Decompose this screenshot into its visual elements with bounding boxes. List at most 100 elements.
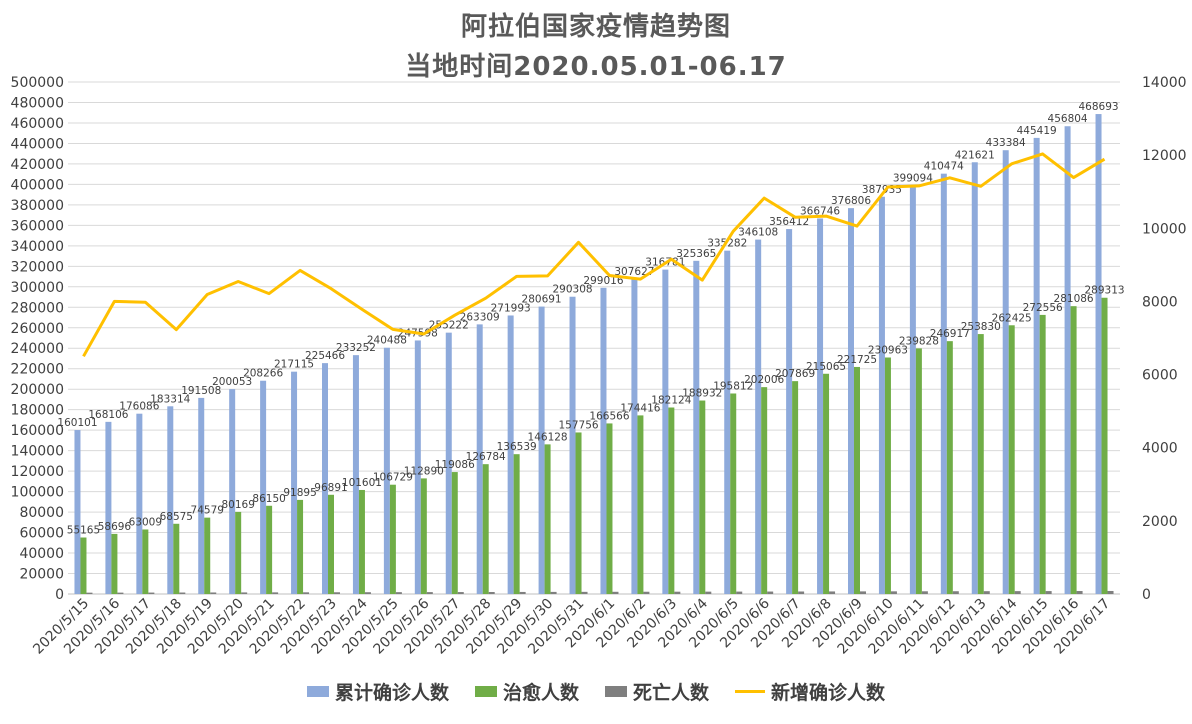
legend-label-deaths: 死亡人数 [633,682,710,704]
data-label-cumulative: 160101 [57,417,97,429]
bar-deaths [179,592,186,594]
y-left-tick-label: 180000 [11,403,64,419]
bar-cumulative [878,196,885,594]
y-left-tick-label: 320000 [11,259,64,275]
data-label-cumulative: 233252 [336,342,376,354]
y-right-tick-label: 0 [1142,587,1151,603]
bar-deaths [1107,590,1114,594]
data-label-cumulative: 356412 [769,216,809,228]
bar-recovered [1008,325,1015,594]
bar-deaths [457,592,464,594]
data-label-cumulative: 183314 [150,393,190,405]
bar-cumulative [724,250,731,594]
bar-deaths [148,592,155,594]
legend-label-recovered: 治愈人数 [502,682,579,704]
bar-recovered [637,415,644,594]
data-label-recovered: 215065 [806,361,846,373]
bar-deaths [86,592,93,594]
bar-cumulative [909,185,916,594]
bar-deaths [1076,591,1083,594]
y-right-tick-label: 14000 [1142,75,1187,91]
bar-recovered [668,407,675,594]
y-left-tick-label: 460000 [11,116,64,132]
y-left-tick-label: 240000 [11,341,64,357]
y-left-tick-label: 420000 [11,157,64,173]
y-right-tick-label: 12000 [1142,148,1187,164]
bar-cumulative [631,278,638,594]
data-label-cumulative: 208266 [243,368,283,380]
data-label-cumulative: 346108 [738,227,778,239]
bar-deaths [334,592,340,594]
data-label-cumulative: 263309 [460,311,500,323]
y-left-tick-label: 360000 [11,218,64,234]
data-label-recovered: 106729 [373,472,413,484]
y-left-tick-label: 380000 [11,198,64,214]
data-label-cumulative: 399094 [893,172,933,184]
data-label-recovered: 188932 [682,388,722,400]
data-label-cumulative: 433384 [986,137,1026,149]
bar-deaths [705,591,712,594]
bar-recovered [823,373,830,594]
bar-deaths [829,591,836,594]
bar-recovered [142,529,149,594]
bar-deaths [488,592,495,594]
data-label-recovered: 289313 [1084,285,1124,297]
y-left-tick-label: 440000 [11,136,64,152]
bar-cumulative [600,287,607,594]
bar-cumulative [755,239,762,595]
bar-cumulative [662,269,669,594]
bar-cumulative [1002,150,1009,594]
data-label-recovered: 86150 [252,493,285,505]
bar-recovered [297,499,304,594]
bar-cumulative [105,421,112,594]
data-label-cumulative: 168106 [88,409,128,421]
bar-deaths [272,592,279,594]
bar-deaths [364,592,371,594]
bar-deaths [612,591,619,594]
bar-recovered [358,489,365,594]
y-left-tick-label: 200000 [11,382,64,398]
data-label-cumulative: 325365 [676,248,716,260]
y-left-tick-label: 60000 [19,526,64,542]
y-left-tick-label: 400000 [11,177,64,193]
bar-recovered [761,387,768,594]
data-label-cumulative: 280691 [522,294,562,306]
bar-deaths [1045,591,1052,594]
bar-recovered [204,517,211,594]
bar-deaths [952,591,959,594]
data-label-cumulative: 468693 [1078,101,1118,113]
y-left-tick-label: 500000 [11,75,64,91]
y-left-tick-label: 20000 [19,567,64,583]
data-label-recovered: 246917 [930,328,970,340]
data-label-cumulative: 445419 [1017,125,1057,137]
y-left-tick-label: 300000 [11,280,64,296]
bar-recovered [389,484,396,594]
bar-deaths [519,591,526,594]
legend-swatch-cumulative [306,686,329,697]
bar-deaths [983,591,990,594]
bar-recovered [1101,297,1108,594]
data-label-cumulative: 191508 [181,385,221,397]
bar-recovered [451,472,458,594]
bar-deaths [303,592,310,594]
data-label-recovered: 239828 [899,335,939,347]
bar-cumulative [1064,126,1071,595]
bar-cumulative [352,355,359,594]
y-right-tick-label: 10000 [1142,221,1187,237]
y-left-tick-label: 40000 [19,546,64,562]
bar-deaths [550,591,557,594]
data-label-recovered: 221725 [837,354,877,366]
bar-deaths [798,591,805,594]
y-left-tick-label: 120000 [11,464,64,480]
data-label-recovered: 195812 [713,380,753,392]
data-label-recovered: 101601 [342,477,382,489]
data-label-recovered: 63009 [129,516,162,528]
data-label-cumulative: 176086 [119,401,159,413]
data-label-recovered: 253830 [961,321,1001,333]
legend-swatch-new-cases [735,690,766,693]
chart-title: 阿拉伯国家疫情趋势图 [460,12,731,42]
data-label-recovered: 68575 [160,511,193,523]
bar-deaths [117,592,124,594]
bar-cumulative [786,229,793,594]
